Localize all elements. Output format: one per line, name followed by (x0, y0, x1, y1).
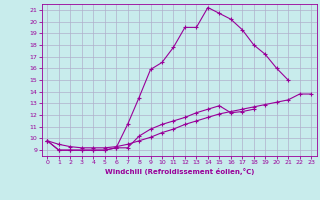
X-axis label: Windchill (Refroidissement éolien,°C): Windchill (Refroidissement éolien,°C) (105, 168, 254, 175)
